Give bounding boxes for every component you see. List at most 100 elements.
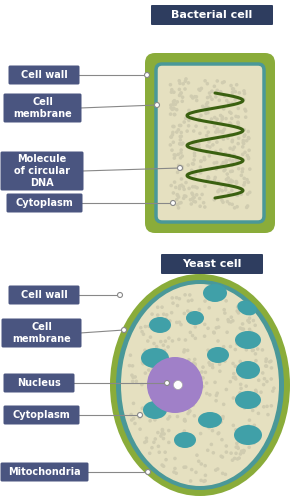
Circle shape (198, 196, 202, 200)
Circle shape (181, 142, 185, 145)
Circle shape (187, 299, 190, 303)
Circle shape (192, 140, 195, 143)
Circle shape (266, 413, 270, 416)
Circle shape (179, 124, 182, 128)
Circle shape (233, 456, 236, 460)
Circle shape (208, 95, 212, 98)
Circle shape (247, 136, 250, 140)
Circle shape (256, 432, 260, 435)
Circle shape (227, 102, 230, 105)
Circle shape (160, 432, 164, 436)
Circle shape (148, 419, 152, 422)
Circle shape (229, 170, 233, 173)
Circle shape (191, 96, 195, 100)
Circle shape (226, 136, 230, 140)
Circle shape (270, 366, 273, 370)
Circle shape (252, 334, 255, 338)
Circle shape (221, 129, 225, 132)
Circle shape (175, 360, 179, 363)
Circle shape (259, 390, 263, 394)
Ellipse shape (186, 311, 204, 325)
Circle shape (199, 462, 203, 466)
Circle shape (160, 380, 164, 383)
Circle shape (233, 376, 237, 379)
Circle shape (218, 351, 221, 354)
Ellipse shape (121, 284, 279, 486)
Circle shape (183, 418, 186, 422)
Circle shape (140, 330, 144, 334)
Circle shape (175, 100, 179, 103)
Circle shape (187, 118, 191, 122)
Circle shape (170, 148, 174, 152)
Circle shape (179, 156, 182, 160)
Circle shape (195, 170, 199, 173)
Circle shape (201, 104, 205, 108)
Circle shape (269, 377, 273, 381)
Circle shape (205, 381, 209, 385)
Circle shape (230, 164, 234, 167)
FancyBboxPatch shape (1, 462, 88, 481)
Circle shape (207, 176, 210, 180)
Circle shape (213, 380, 217, 384)
Circle shape (178, 88, 181, 91)
Circle shape (224, 472, 227, 476)
Circle shape (186, 412, 190, 416)
Circle shape (167, 336, 171, 340)
Circle shape (194, 124, 198, 128)
Circle shape (219, 420, 223, 424)
Circle shape (188, 410, 191, 414)
Circle shape (166, 417, 170, 420)
Circle shape (199, 171, 202, 174)
Circle shape (192, 200, 195, 203)
Circle shape (237, 115, 240, 118)
Circle shape (147, 357, 203, 413)
Circle shape (143, 324, 147, 328)
Circle shape (180, 184, 184, 187)
Circle shape (197, 117, 201, 120)
Circle shape (181, 100, 184, 103)
Circle shape (247, 148, 251, 152)
Circle shape (198, 382, 202, 386)
Circle shape (160, 349, 164, 352)
Circle shape (171, 296, 174, 300)
Circle shape (150, 325, 154, 328)
Circle shape (236, 457, 239, 460)
Circle shape (147, 368, 150, 372)
Circle shape (203, 205, 207, 209)
Circle shape (224, 160, 228, 164)
Circle shape (204, 106, 207, 110)
Circle shape (175, 193, 179, 196)
Ellipse shape (236, 361, 260, 379)
Circle shape (241, 141, 245, 144)
Circle shape (145, 436, 148, 440)
Circle shape (191, 196, 195, 200)
Circle shape (168, 319, 172, 322)
Circle shape (222, 169, 226, 172)
Circle shape (234, 452, 238, 455)
Circle shape (251, 408, 254, 412)
Circle shape (205, 392, 209, 395)
Circle shape (192, 162, 195, 166)
Circle shape (227, 134, 230, 137)
Circle shape (228, 110, 232, 114)
Circle shape (172, 125, 176, 128)
Circle shape (241, 376, 245, 379)
Circle shape (246, 333, 249, 336)
Circle shape (157, 326, 160, 330)
Circle shape (195, 454, 199, 457)
Circle shape (231, 362, 235, 366)
Circle shape (199, 160, 203, 163)
Circle shape (188, 409, 192, 412)
Circle shape (216, 128, 219, 132)
Circle shape (224, 299, 228, 302)
Circle shape (219, 92, 223, 96)
Circle shape (152, 353, 156, 356)
Circle shape (178, 82, 182, 85)
Circle shape (242, 98, 245, 102)
Circle shape (181, 165, 184, 168)
Circle shape (252, 400, 256, 404)
Circle shape (179, 92, 182, 96)
Circle shape (230, 170, 234, 173)
Circle shape (188, 330, 192, 334)
Text: Nucleus: Nucleus (17, 378, 61, 388)
